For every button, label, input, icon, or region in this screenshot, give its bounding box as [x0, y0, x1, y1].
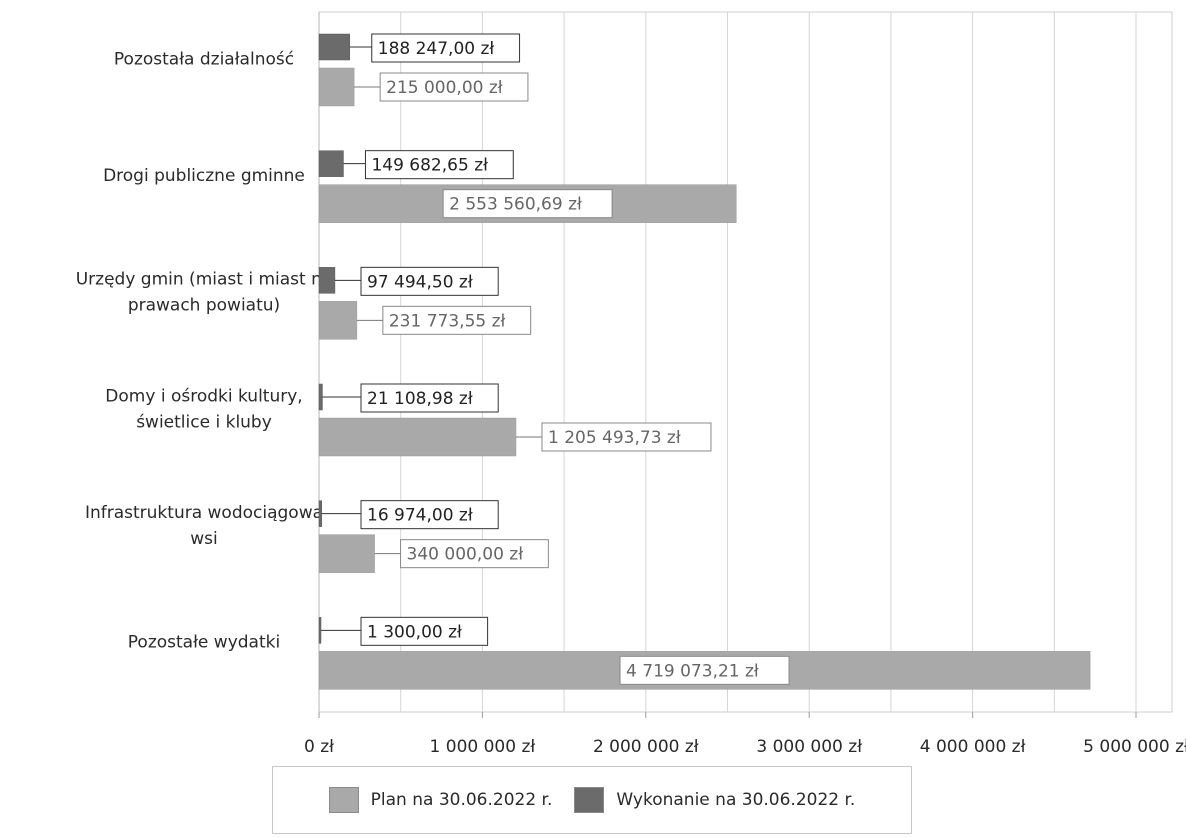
data-label-box [382, 305, 532, 335]
x-tick-label: 2 000 000 zł [593, 737, 699, 757]
bar-wykonanie [318, 500, 323, 527]
bar-plan [318, 301, 358, 340]
category-label: Drogi publiczne gminne [103, 166, 305, 186]
data-label-box [400, 539, 549, 569]
data-label-box [442, 189, 613, 219]
legend-item-plan: Plan na 30.06.2022 r. [328, 787, 553, 813]
data-label-box [360, 616, 489, 646]
category-label: wsi [190, 529, 217, 549]
data-label-wykonanie: 1 300,00 zł [367, 622, 462, 642]
data-label-box [379, 72, 529, 102]
data-label-wykonanie: 97 494,50 zł [367, 272, 473, 292]
data-label-wykonanie: 188 247,00 zł [378, 39, 495, 59]
data-label-wykonanie: 16 974,00 zł [367, 506, 473, 526]
bar-wykonanie [318, 33, 351, 61]
category-label: Domy i ośrodki kultury, [105, 386, 302, 406]
data-label-box [541, 422, 712, 452]
category-label: świetlice i kluby [136, 412, 272, 432]
x-tick-label: 3 000 000 zł [756, 737, 862, 757]
data-label-plan: 340 000,00 zł [407, 545, 524, 565]
bar-wykonanie [318, 383, 323, 411]
category-label: Pozostała działalność [114, 49, 294, 69]
x-tick-label: 4 000 000 zł [920, 737, 1026, 757]
bar-plan [318, 417, 517, 457]
data-label-box [360, 500, 499, 530]
legend-swatch-done [574, 787, 605, 813]
data-label-plan: 1 205 493,73 zł [548, 428, 681, 448]
bar-wykonanie [318, 267, 336, 294]
category-label: Urzędy gmin (miast i miast na [76, 270, 333, 290]
data-label-box [360, 383, 499, 413]
category-label: prawach powiatu) [128, 296, 280, 316]
data-label-plan: 2 553 560,69 zł [449, 195, 582, 215]
data-label-box [360, 266, 499, 296]
x-tick-label: 0 zł [304, 737, 334, 757]
x-tick-label: 5 000 000 zł [1083, 737, 1186, 757]
legend-label-done: Wykonanie na 30.06.2022 r. [616, 790, 856, 810]
data-label-plan: 215 000,00 zł [386, 78, 503, 98]
data-label-wykonanie: 149 682,65 zł [371, 156, 488, 176]
bar-plan [318, 67, 355, 107]
plot-frame [318, 11, 1173, 713]
legend: Plan na 30.06.2022 r. Wykonanie na 30.06… [272, 766, 912, 834]
data-label-plan: 4 719 073,21 zł [626, 661, 759, 681]
x-tick-label: 1 000 000 zł [430, 737, 536, 757]
bar-wykonanie [318, 150, 344, 177]
legend-label-plan: Plan na 30.06.2022 r. [370, 790, 553, 810]
bar-chart: 0 zł 1 000 000 zł 2 000 000 zł 3 000 000 zł… [76, 11, 1186, 757]
bar-wykonanie [318, 617, 322, 644]
category-label: Pozostałe wydatki [128, 633, 280, 653]
data-label-box [371, 33, 521, 63]
legend-item-done: Wykonanie na 30.06.2022 r. [574, 787, 855, 813]
data-label-box [619, 655, 790, 685]
data-label-box [364, 150, 514, 180]
legend-swatch-plan [328, 787, 359, 813]
category-label: Infrastruktura wodociągowa [85, 503, 323, 523]
data-label-wykonanie: 21 108,98 zł [367, 389, 473, 409]
bar-plan [318, 534, 375, 573]
data-label-plan: 231 773,55 zł [389, 311, 506, 331]
